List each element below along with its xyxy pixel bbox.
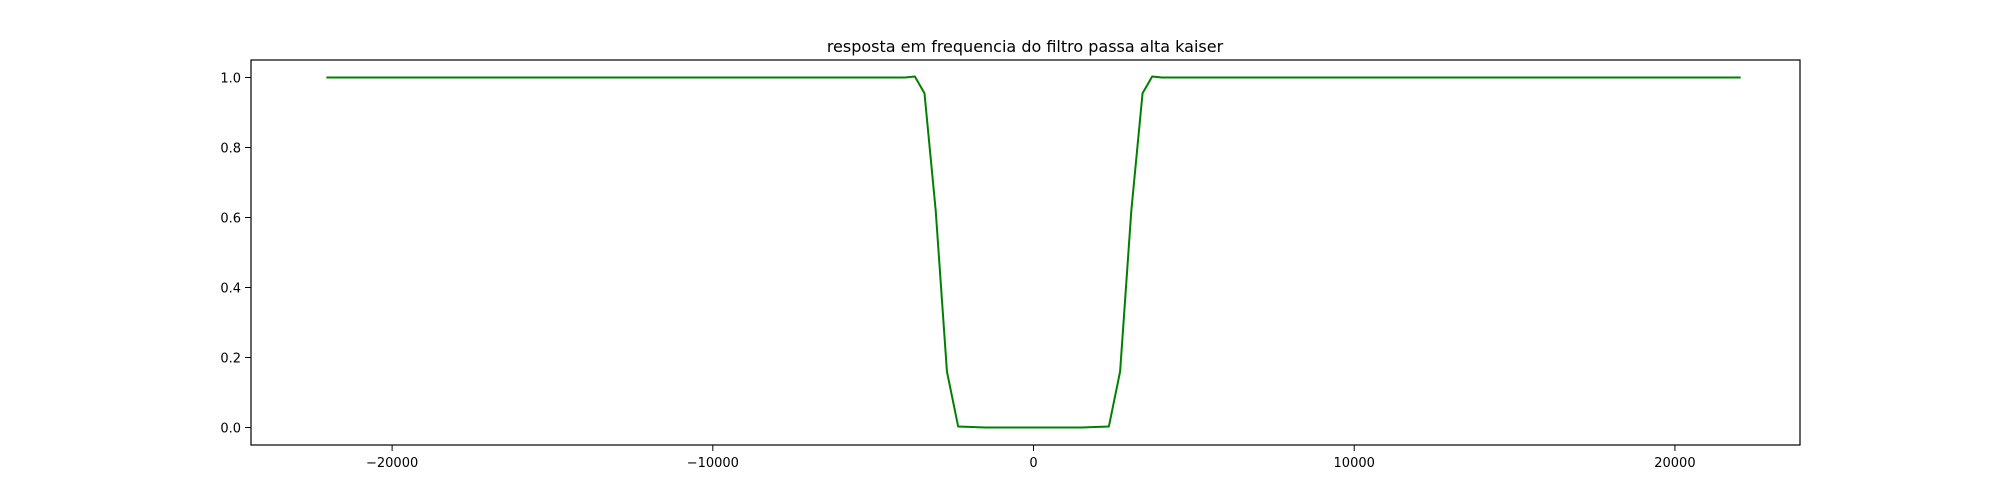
y-tick-label: 0.8: [220, 142, 241, 157]
y-axis: 0.0 0.2 0.4 0.6 0.8 1.0: [220, 72, 251, 437]
x-tick-label: 20000: [1654, 456, 1695, 471]
y-tick-label: 0.6: [220, 212, 241, 227]
x-tick-label: 0: [1029, 456, 1037, 471]
chart-title: resposta em frequencia do filtro passa a…: [827, 37, 1224, 56]
x-axis: −20000 −10000 0 10000 20000: [366, 445, 1696, 471]
y-tick-label: 0.4: [220, 282, 241, 297]
y-tick-label: 0.0: [220, 422, 241, 437]
series-line-1: [326, 75, 1741, 429]
x-tick-label: −10000: [687, 456, 739, 471]
plot-area: [326, 75, 1741, 429]
x-tick-label: −20000: [366, 456, 418, 471]
plot-frame: [250, 59, 1801, 446]
y-tick-label: 0.2: [220, 352, 241, 367]
y-tick-label: 1.0: [220, 72, 241, 87]
x-tick-label: 10000: [1334, 456, 1375, 471]
